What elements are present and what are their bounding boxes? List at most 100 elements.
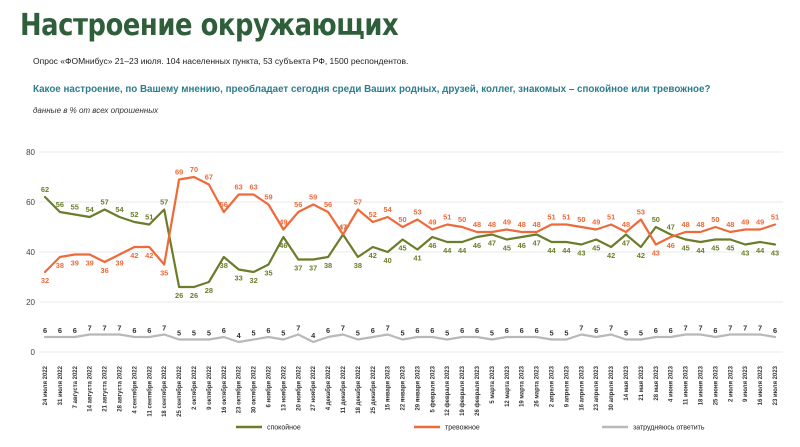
anxious-data-label: 49 bbox=[756, 218, 764, 227]
anxious-data-label: 35 bbox=[160, 269, 168, 278]
x-tick-label: 5 февраля 2023 bbox=[429, 365, 436, 412]
x-tick-label: 4 сентября 2022 bbox=[131, 365, 138, 413]
anxious-data-label: 54 bbox=[384, 205, 393, 214]
anxious-data-label: 39 bbox=[86, 259, 94, 268]
anxious-data-label: 47 bbox=[339, 223, 347, 232]
legend-label: спокойное bbox=[267, 424, 301, 432]
calm-series-line bbox=[43, 195, 777, 289]
unsure-data-label: 5 bbox=[252, 329, 256, 338]
unsure-data-label: 7 bbox=[698, 324, 702, 333]
anxious-data-label: 32 bbox=[41, 276, 49, 285]
calm-data-label: 45 bbox=[503, 244, 511, 253]
anxious-data-label: 48 bbox=[681, 220, 689, 229]
x-tick-label: 25 сентября 2022 bbox=[176, 365, 183, 417]
anxious-data-label: 51 bbox=[547, 213, 555, 222]
unsure-data-label: 7 bbox=[296, 324, 300, 333]
calm-data-label: 43 bbox=[741, 249, 749, 258]
x-tick-label: 20 ноября 2022 bbox=[295, 365, 302, 411]
calm-data-label: 52 bbox=[130, 210, 138, 219]
x-tick-label: 28 мая 2023 bbox=[654, 365, 660, 400]
calm-data-label: 62 bbox=[41, 185, 49, 194]
x-tick-label: 29 января 2023 bbox=[415, 365, 421, 410]
anxious-data-label: 69 bbox=[175, 168, 183, 177]
x-tick-label: 9 октября 2022 bbox=[206, 365, 213, 410]
unsure-data-label: 6 bbox=[505, 326, 509, 335]
anxious-data-label: 51 bbox=[562, 213, 570, 222]
anxious-data-label: 70 bbox=[190, 165, 198, 174]
anxious-data-label: 49 bbox=[741, 218, 749, 227]
calm-data-label: 38 bbox=[324, 261, 332, 270]
anxious-data-label: 49 bbox=[428, 218, 436, 227]
unsure-series-line bbox=[43, 333, 777, 344]
x-tick-label: 21 августа 2022 bbox=[103, 365, 109, 411]
anxious-data-label: 63 bbox=[235, 183, 243, 192]
calm-data-label: 47 bbox=[533, 239, 541, 248]
x-tick-label: 16 апреля 2023 bbox=[579, 365, 585, 410]
anxious-data-label: 50 bbox=[458, 215, 466, 224]
calm-data-label: 56 bbox=[56, 200, 64, 209]
calm-data-label: 45 bbox=[592, 244, 600, 253]
unsure-data-label: 6 bbox=[415, 326, 419, 335]
x-tick-label: 6 ноября 2022 bbox=[265, 365, 272, 407]
x-tick-label: 4 июня 2023 bbox=[669, 365, 675, 402]
unsure-data-label: 6 bbox=[132, 326, 136, 335]
anxious-data-label: 39 bbox=[115, 259, 123, 268]
unsure-data-label: 7 bbox=[341, 324, 345, 333]
unsure-data-label: 5 bbox=[356, 329, 360, 338]
calm-data-label: 50 bbox=[652, 215, 660, 224]
unsure-data-label: 5 bbox=[177, 329, 181, 338]
anxious-data-label: 53 bbox=[413, 208, 421, 217]
x-tick-label: 26 февраля 2023 bbox=[474, 365, 481, 416]
calm-data-label: 44 bbox=[458, 246, 467, 255]
calm-data-label: 33 bbox=[235, 274, 243, 283]
unsure-data-label: 6 bbox=[147, 326, 151, 335]
unsure-data-label: 7 bbox=[579, 324, 583, 333]
unsure-data-label: 4 bbox=[237, 331, 242, 340]
anxious-data-label: 50 bbox=[711, 215, 719, 224]
unsure-data-label: 7 bbox=[684, 324, 688, 333]
calm-data-label: 44 bbox=[756, 246, 765, 255]
calm-data-label: 26 bbox=[190, 291, 198, 300]
x-tick-label: 13 ноября 2022 bbox=[280, 365, 287, 411]
unsure-data-label: 6 bbox=[430, 326, 434, 335]
x-tick-label: 26 марта 2023 bbox=[535, 365, 541, 407]
x-tick-label: 19 марта 2023 bbox=[520, 365, 526, 407]
unsure-data-label: 6 bbox=[58, 326, 62, 335]
x-tick-label: 4 декабря 2022 bbox=[325, 365, 332, 410]
calm-data-label: 40 bbox=[384, 256, 392, 265]
x-tick-label: 22 января 2023 bbox=[401, 365, 407, 410]
anxious-data-label: 42 bbox=[130, 251, 138, 260]
unsure-data-label: 6 bbox=[773, 326, 777, 335]
calm-data-label: 44 bbox=[443, 246, 452, 255]
calm-data-label: 41 bbox=[413, 254, 421, 263]
x-tick-label: 11 сентября 2022 bbox=[146, 365, 153, 416]
unsure-data-label: 6 bbox=[654, 326, 658, 335]
unsure-data-label: 7 bbox=[743, 324, 747, 333]
anxious-data-label: 46 bbox=[667, 241, 675, 250]
calm-data-label: 42 bbox=[637, 251, 645, 260]
calm-data-label: 37 bbox=[309, 264, 317, 273]
calm-data-label: 45 bbox=[711, 244, 719, 253]
x-tick-label: 9 июля 2023 bbox=[743, 365, 749, 402]
calm-data-label: 44 bbox=[562, 246, 571, 255]
anxious-data-label: 50 bbox=[577, 215, 585, 224]
x-tick-label: 19 февраля 2023 bbox=[459, 365, 466, 416]
anxious-data-label: 51 bbox=[443, 213, 451, 222]
anxious-data-label: 48 bbox=[726, 220, 734, 229]
y-tick-label: 80 bbox=[26, 148, 35, 157]
x-tick-label: 23 октября 2022 bbox=[236, 365, 243, 413]
calm-data-label: 57 bbox=[100, 198, 108, 207]
unsure-data-label: 5 bbox=[564, 329, 568, 338]
anxious-data-label: 53 bbox=[637, 208, 645, 217]
unsure-data-label: 5 bbox=[639, 329, 643, 338]
anxious-data-label: 48 bbox=[622, 220, 630, 229]
anxious-data-label: 36 bbox=[100, 266, 108, 275]
anxious-data-label: 56 bbox=[324, 200, 332, 209]
legend-layer: спокойное тревожное затрудняюсь ответить bbox=[236, 424, 705, 432]
anxious-data-label: 49 bbox=[592, 218, 600, 227]
x-tick-label: 2 апреля 2023 bbox=[550, 365, 556, 407]
calm-data-label: 55 bbox=[71, 203, 79, 212]
x-tick-label: 23 апреля 2023 bbox=[594, 365, 600, 410]
unsure-data-label: 7 bbox=[758, 324, 762, 333]
x-tick-label: 11 июня 2023 bbox=[684, 365, 690, 405]
